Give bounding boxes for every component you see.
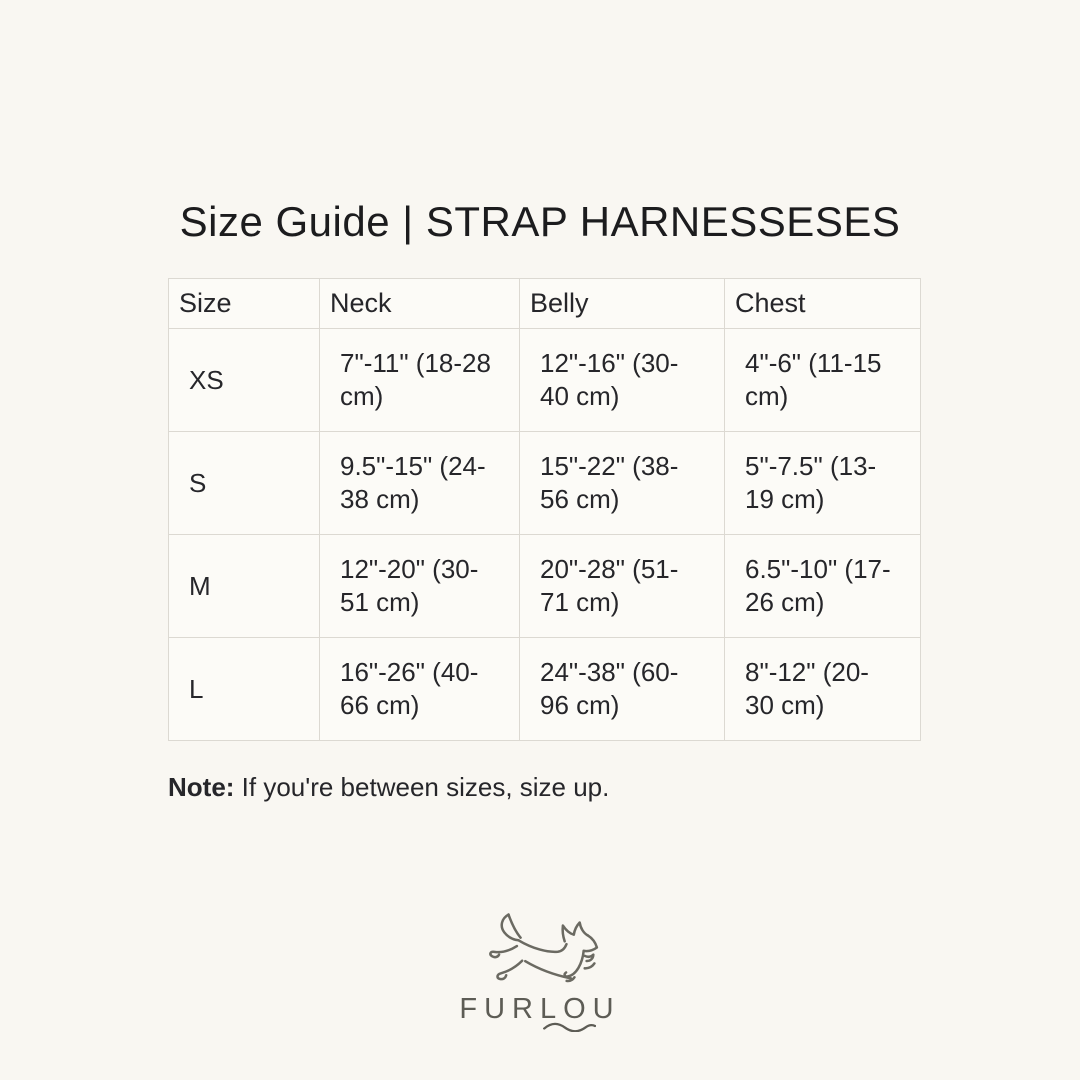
neck-cell: 7"-11" (18-28 cm) bbox=[319, 328, 520, 432]
table-header-row: Size Neck Belly Chest bbox=[168, 278, 921, 329]
wave-underline-icon bbox=[542, 1022, 596, 1032]
note-label: Note: bbox=[168, 772, 235, 802]
table-row-m: M 12"-20" (30-51 cm) 20"-28" (51-71 cm) … bbox=[168, 534, 921, 638]
neck-cell: 16"-26" (40-66 cm) bbox=[319, 637, 520, 741]
page-title: Size Guide | STRAP HARNESSESES bbox=[179, 198, 901, 245]
brand-logo: FURLOU bbox=[0, 903, 1080, 1032]
belly-cell: 20"-28" (51-71 cm) bbox=[519, 534, 725, 638]
brand-wordmark: FURLOU bbox=[459, 993, 621, 1032]
chest-cell: 5"-7.5" (13-19 cm) bbox=[724, 431, 921, 535]
chest-cell: 8"-12" (20-30 cm) bbox=[724, 637, 921, 741]
neck-cell: 9.5"-15" (24-38 cm) bbox=[319, 431, 520, 535]
neck-cell: 12"-20" (30-51 cm) bbox=[319, 534, 520, 638]
table-row-s: S 9.5"-15" (24-38 cm) 15"-22" (38-56 cm)… bbox=[168, 431, 921, 535]
size-cell: XS bbox=[168, 328, 320, 432]
belly-cell: 15"-22" (38-56 cm) bbox=[519, 431, 725, 535]
column-header-neck: Neck bbox=[319, 278, 520, 329]
size-guide-table: Size Neck Belly Chest XS 7"-11" (18-28 c… bbox=[168, 278, 921, 741]
sizing-note: Note: If you're between sizes, size up. bbox=[168, 770, 609, 804]
size-cell: L bbox=[168, 637, 320, 741]
column-header-belly: Belly bbox=[519, 278, 725, 329]
belly-cell: 12"-16" (30-40 cm) bbox=[519, 328, 725, 432]
table-row-xs: XS 7"-11" (18-28 cm) 12"-16" (30-40 cm) … bbox=[168, 328, 921, 432]
note-text: If you're between sizes, size up. bbox=[234, 772, 610, 802]
column-header-chest: Chest bbox=[724, 278, 921, 329]
size-cell: S bbox=[168, 431, 320, 535]
leaping-dog-icon bbox=[489, 913, 599, 983]
belly-cell: 24"-38" (60-96 cm) bbox=[519, 637, 725, 741]
column-header-size: Size bbox=[168, 278, 320, 329]
table-row-l: L 16"-26" (40-66 cm) 24"-38" (60-96 cm) … bbox=[168, 637, 921, 741]
brand-text: FURLOU bbox=[459, 993, 621, 1025]
size-cell: M bbox=[168, 534, 320, 638]
chest-cell: 4"-6" (11-15 cm) bbox=[724, 328, 921, 432]
chest-cell: 6.5"-10" (17-26 cm) bbox=[724, 534, 921, 638]
